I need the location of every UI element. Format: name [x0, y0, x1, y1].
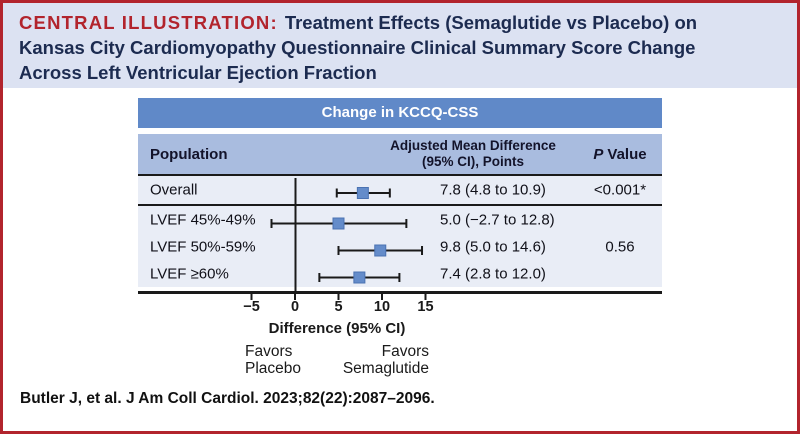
- column-header-p-value: P Value: [593, 145, 647, 163]
- table-column-header-row: Population Adjusted Mean Difference (95% …: [138, 134, 662, 176]
- row-estimate-text: 7.8 (4.8 to 10.9): [440, 181, 546, 199]
- column-header-population: Population: [150, 145, 228, 163]
- column-header-adjusted-mean-difference: Adjusted Mean Difference (95% CI), Points: [390, 138, 556, 169]
- table-row: Overall 7.8 (4.8 to 10.9) <0.001*: [138, 176, 662, 206]
- title-kicker: CENTRAL ILLUSTRATION:: [19, 12, 278, 33]
- axis-tick-label: −5: [243, 299, 260, 315]
- row-p-value: <0.001*: [593, 181, 647, 199]
- figure-title: CENTRAL ILLUSTRATION: Treatment Effects (…: [3, 3, 797, 85]
- row-estimate-text: 5.0 (−2.7 to 12.8): [440, 211, 555, 228]
- axis-tick-label: 10: [373, 299, 391, 315]
- row-estimate-text: 7.4 (2.8 to 12.0): [440, 265, 546, 282]
- title-text: Treatment Effects (Semaglutide vs Placeb…: [19, 12, 698, 83]
- axis-tick-label: 15: [417, 299, 434, 315]
- title-band: CENTRAL ILLUSTRATION: Treatment Effects (…: [3, 3, 797, 88]
- row-population-label: LVEF ≥60%: [150, 265, 229, 282]
- table-row: LVEF 45%-49% 5.0 (−2.7 to 12.8): [138, 206, 662, 233]
- row-p-value: 0.56: [605, 238, 635, 255]
- row-estimate-text: 9.8 (5.0 to 14.6): [440, 238, 546, 255]
- citation: Butler J, et al. J Am Coll Cardiol. 2023…: [20, 390, 435, 407]
- row-population-label: LVEF 45%-49%: [150, 211, 256, 228]
- row-population-label: Overall: [150, 181, 198, 199]
- axis-tick-label: 5: [334, 299, 343, 315]
- table-title-bar: Change in KCCQ-CSS: [138, 98, 662, 128]
- favors-semaglutide-label: Favors Semaglutide: [342, 343, 429, 377]
- forest-table: Change in KCCQ-CSS Population Adjusted M…: [138, 98, 662, 287]
- forest-table-rows: Overall 7.8 (4.8 to 10.9) <0.001* LVEF 45%-…: [138, 176, 662, 287]
- row-population-label: LVEF 50%-59%: [150, 238, 256, 255]
- table-row: LVEF ≥60% 7.4 (2.8 to 12.0): [138, 260, 662, 287]
- favors-placebo-label: Favors Placebo: [245, 343, 302, 377]
- axis-tick-label: 0: [290, 299, 300, 315]
- x-axis-label: Difference (95% CI): [268, 320, 406, 337]
- table-row: LVEF 50%-59% 9.8 (5.0 to 14.6) 0.56: [138, 233, 662, 260]
